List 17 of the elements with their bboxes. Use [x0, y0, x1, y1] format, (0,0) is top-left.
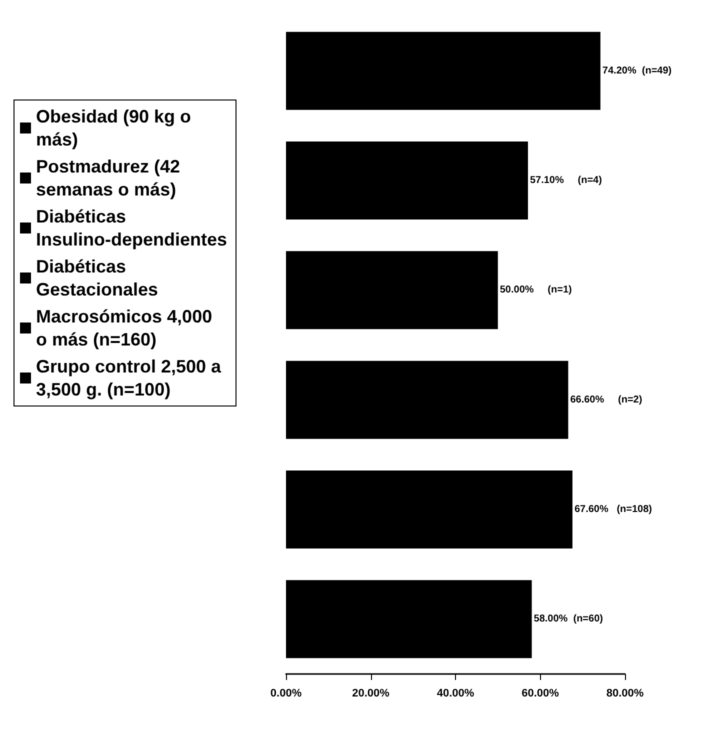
data-label: 67.60% (n=108) — [574, 504, 652, 515]
x-tick-label: 60.00% — [522, 688, 560, 700]
legend-label: Diabéticas Gestacionales — [36, 256, 158, 300]
data-label: 50.00% (n=1) — [500, 284, 572, 296]
legend-label: Obesidad (90 kg o más) — [36, 106, 196, 150]
x-tick-label: 80.00% — [606, 688, 644, 700]
legend-label: Grupo control 2,500 a 3,500 g. (n=100) — [36, 356, 226, 400]
legend-label: Macrosómicos 4,000 o más (n=160) — [36, 306, 218, 350]
x-tick-label: 40.00% — [436, 688, 474, 700]
legend-label: Postmadurez (42 semanas o más) — [36, 156, 186, 200]
data-label: 66.60% (n=2) — [570, 394, 642, 406]
data-label: 74.20% (n=49) — [602, 65, 672, 76]
data-label: 57.10% (n=4) — [530, 175, 602, 186]
legend-label: Diabéticas Insulino-dependientes — [36, 206, 228, 250]
data-label: 58.00% (n=60) — [534, 614, 603, 625]
x-tick-label: 20.00% — [352, 688, 390, 700]
x-tick-label: 0.00% — [270, 688, 302, 700]
